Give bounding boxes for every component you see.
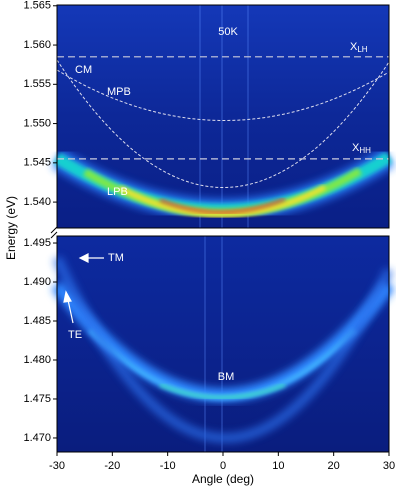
x-tick-label: 30 — [383, 460, 395, 472]
y-axis-label: Energy (eV) — [4, 196, 18, 260]
plot: 1.540 1.545 1.550 1.555 1.560 1.565 1.470 1.475… — [23, 0, 395, 472]
streaks — [199, 5, 249, 452]
bm-band — [51, 255, 395, 443]
temperature-label: 50K — [218, 26, 238, 38]
x-tick-label: -30 — [49, 460, 65, 472]
x-tick-label: -10 — [160, 460, 176, 472]
y-tick-label: 1.555 — [23, 78, 51, 90]
te-label: TE — [68, 329, 82, 341]
x-tick-label: 0 — [220, 460, 226, 472]
arrows — [63, 253, 104, 324]
x-axis-label: Angle (deg) — [192, 472, 254, 486]
x-lh-sub: LH — [357, 45, 367, 54]
y-tick-label: 1.480 — [23, 354, 51, 366]
y-tick-label: 1.560 — [23, 39, 51, 51]
y-tick-label: 1.475 — [23, 393, 51, 405]
x-hh-label: XHH — [352, 142, 371, 155]
x-tick-label: 10 — [272, 460, 284, 472]
dispersion-curve — [56, 59, 390, 188]
plot-frame — [56, 4, 390, 229]
x-hh-sub: HH — [359, 146, 371, 155]
bm-label: BM — [218, 371, 235, 383]
lpb-band — [51, 147, 395, 221]
x-tick-label: -20 — [104, 460, 120, 472]
y-tick-label: 1.495 — [23, 237, 51, 249]
y-tick-label: 1.540 — [23, 196, 51, 208]
x-tick-label: 20 — [328, 460, 340, 472]
cm-label: CM — [75, 64, 92, 76]
x-lh-label: X — [350, 41, 358, 53]
x-hh-label: X — [352, 142, 360, 154]
y-tick-label: 1.545 — [23, 157, 51, 169]
tm-label: TM — [108, 252, 124, 264]
lpb-label: LPB — [107, 186, 128, 198]
y-tick-label: 1.485 — [23, 315, 51, 327]
y-tick-label: 1.565 — [23, 0, 51, 12]
x-lh-label: XLH — [350, 41, 368, 54]
y-tick-label: 1.490 — [23, 276, 51, 288]
y-tick-label: 1.470 — [23, 432, 51, 444]
y-tick-label: 1.550 — [23, 117, 51, 129]
mpb-label: MPB — [107, 86, 131, 98]
axis-break — [50, 226, 58, 239]
